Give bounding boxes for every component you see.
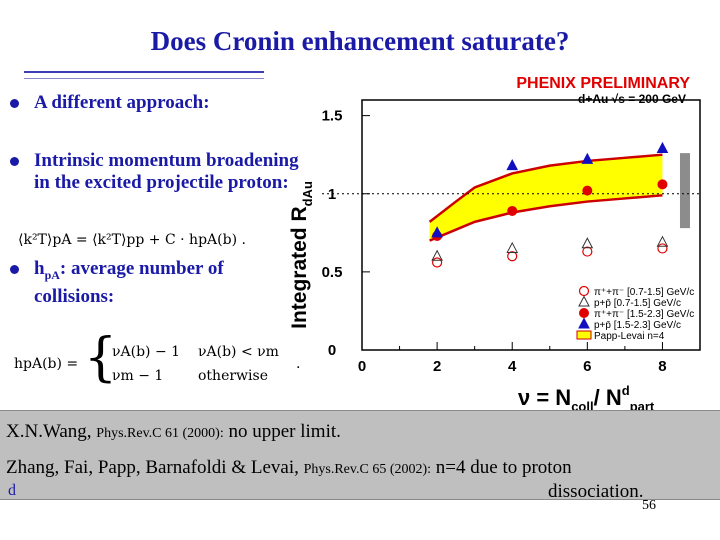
data-point-series-2	[582, 185, 593, 196]
legend-entry-4: Papp-Levai n=4	[594, 331, 665, 342]
formula-2-case-2: νm − 1	[112, 368, 164, 384]
formula-2-lhs: hpA(b) =	[14, 356, 79, 372]
chart-title: PHENIX PRELIMINARY	[516, 75, 690, 92]
x-tick-label: 4	[508, 358, 517, 375]
formula-1-lhs: ⟨k²T⟩pA	[18, 232, 72, 248]
y-tick-label: 0	[328, 342, 336, 359]
x-tick-label: 2	[433, 358, 441, 375]
data-point-series-2	[507, 205, 518, 216]
legend-entry-3: p+p̄ [1.5-2.3] GeV/c	[594, 320, 681, 331]
data-point-series-1	[656, 235, 669, 247]
stray-letter: d	[8, 482, 16, 499]
data-point-series-3	[581, 152, 594, 164]
y-tick-label: 1	[328, 186, 336, 203]
bullet-3-line-2: collisions:	[34, 285, 115, 307]
bullet-dot	[10, 99, 19, 108]
data-point-series-1	[506, 241, 519, 253]
x-tick-label: 0	[358, 358, 366, 375]
data-point-series-3	[656, 141, 669, 153]
x-axis-label: ν = Ncoll/ Ndpart	[518, 383, 655, 410]
slide-title: Does Cronin enhancement saturate?	[150, 26, 570, 56]
y-axis-label: Integrated RdAu	[288, 181, 315, 329]
bullet-3: hpA: average number of collisions:	[10, 258, 224, 308]
bullet-3-line-1: hpA: average number of	[34, 258, 224, 282]
x-tick-label: 8	[658, 358, 666, 375]
data-point-series-1	[581, 237, 594, 249]
papp-levai-band	[429, 154, 663, 241]
title-underline	[24, 71, 264, 79]
page-number: 56	[642, 498, 656, 513]
x-tick-label: 6	[583, 358, 591, 375]
reference-wang: X.N.Wang, Phys.Rev.C 61 (2000): no upper…	[6, 421, 341, 442]
plot-frame	[361, 99, 701, 351]
formula-2-cond-2: otherwise	[198, 368, 268, 384]
data-point-series-2	[657, 179, 668, 190]
y-tick-label: 0.5	[322, 264, 343, 281]
systematic-error-bar	[679, 153, 690, 229]
y-tick-label: 1.5	[322, 108, 343, 125]
data-point-series-1	[431, 249, 443, 261]
data-point-series-0	[507, 251, 518, 262]
legend-marker	[579, 308, 589, 318]
legend-entry-1: p+p̄ [0.7-1.5] GeV/c	[594, 298, 681, 309]
legend-marker	[578, 295, 590, 307]
reference-zhang: Zhang, Fai, Papp, Barnafoldi & Levai, Ph…	[6, 457, 572, 478]
bullet-1-text: A different approach:	[34, 92, 210, 113]
legend-swatch-band	[576, 330, 592, 340]
formula-2-end: .	[296, 356, 301, 372]
legend-marker	[578, 317, 590, 329]
formula-2-cond-1: νA(b) < νm	[198, 344, 279, 360]
legend-entry-2: π⁺+π⁻ [1.5-2.3] GeV/c	[594, 309, 694, 320]
data-point-series-0	[432, 257, 443, 268]
data-point-series-0	[657, 243, 668, 254]
data-point-series-3	[431, 226, 443, 238]
formula-1-rhs: ⟨k²T⟩pp + C · hpA(b) .	[92, 232, 246, 248]
bullet-dot	[10, 265, 19, 274]
references-box: X.N.Wang, Phys.Rev.C 61 (2000): no upper…	[0, 410, 720, 502]
bullet-1: A different approach:	[10, 92, 210, 114]
bullet-dot	[10, 157, 19, 166]
data-point-series-3	[506, 159, 519, 171]
legend-entry-0: π⁺+π⁻ [0.7-1.5] GeV/c	[594, 287, 694, 298]
reference-zhang-continuation: dissociation.	[548, 481, 644, 502]
bullet-2-line-1: Intrinsic momentum broadening	[34, 150, 299, 171]
formula-1-eq: =	[75, 232, 88, 248]
rdau-chart: PHENIX PRELIMINARY d+Au √s = 200 GeV 0 2 4 6 8…	[282, 70, 720, 414]
bullet-2-line-2: in the excited projectile proton:	[34, 172, 289, 193]
band-lower-edge	[429, 194, 663, 242]
legend-marker	[578, 285, 590, 297]
data-point-series-0	[582, 246, 593, 257]
formula-2-case-1: νA(b) − 1	[112, 344, 181, 360]
bullet-2: Intrinsic momentum broadening in the exc…	[10, 150, 299, 194]
chart-subtitle: d+Au √s = 200 GeV	[578, 92, 686, 106]
formula-2-brace: {	[84, 328, 118, 388]
band-upper-edge	[428, 153, 663, 223]
formula-kt-broadening: ⟨k²T⟩pA = ⟨k²T⟩pp + C · hpA(b) .	[18, 232, 246, 248]
